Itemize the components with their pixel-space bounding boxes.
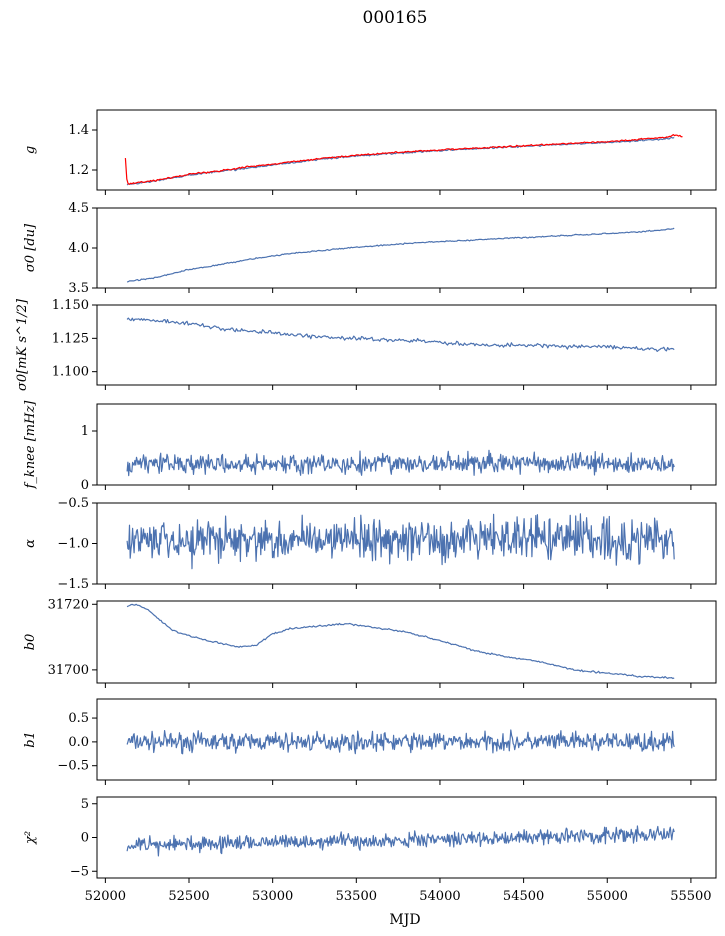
y-tick-label: 0: [81, 478, 89, 493]
y-tick-label: 5: [81, 797, 89, 812]
x-tick-label: 52500: [168, 889, 209, 904]
y-axis-label: b1: [23, 731, 38, 748]
panel-frame: [96, 207, 717, 289]
panel-1: 1.2 1.4 g: [23, 109, 717, 195]
x-tick-label: 53000: [252, 889, 293, 904]
x-tick-label: 52000: [85, 889, 126, 904]
y-tick-label: 4.0: [68, 241, 89, 256]
series-line-6-1: [126, 603, 675, 680]
x-tick-label: 54500: [503, 889, 544, 904]
y-tick-label: 4.5: [68, 201, 89, 216]
y-tick-label: 1.4: [68, 123, 89, 138]
panel-frame: [96, 698, 717, 781]
y-axis-label: χ²: [23, 831, 38, 845]
y-tick-label: −5: [70, 864, 89, 879]
series-line-3-1: [126, 317, 675, 352]
y-axis-label: f_knee [mHz]: [23, 400, 38, 490]
y-tick-label: −0.5: [57, 496, 89, 511]
series-line-4-1: [126, 449, 675, 477]
series-line-5-1: [126, 513, 675, 570]
panel-5: −1.5 −1.0 −0.5 α: [23, 496, 717, 592]
panel-frame: [96, 304, 717, 386]
x-axis-label: MJD: [389, 912, 420, 928]
panel-6: 31700 31720 b0: [23, 597, 717, 688]
y-tick-label: −0.5: [57, 759, 89, 774]
y-tick-label: 31700: [48, 663, 89, 678]
panel-7: −0.5 0.0 0.5 b1: [23, 698, 717, 785]
y-axis-label: σ0[mK s^1/2]: [15, 298, 30, 391]
y-tick-label: 1.2: [68, 163, 89, 178]
x-tick-label: 55500: [670, 889, 711, 904]
panel-3: 1.100 1.125 1.150 σ0[mK s^1/2]: [15, 298, 717, 391]
y-axis-label: b0: [23, 634, 38, 651]
y-tick-label: −1.0: [57, 537, 89, 552]
y-tick-label: −1.5: [57, 577, 89, 592]
panel-2: 3.5 4.0 4.5 σ0 [du]: [23, 201, 717, 296]
y-tick-label: 1.150: [52, 298, 89, 313]
panel-frame: [96, 109, 717, 191]
y-tick-label: 0.0: [68, 735, 89, 750]
figure-title: 000165: [363, 8, 428, 28]
series-line-7-1: [126, 729, 675, 755]
series-line-1-1: [126, 136, 675, 186]
y-tick-label: 3.5: [68, 281, 89, 296]
series-line-8-1: [126, 825, 675, 857]
x-tick-label: 54000: [419, 889, 460, 904]
x-tick-label: 55000: [587, 889, 628, 904]
y-axis-label: α: [23, 539, 38, 548]
panel-frame: [96, 600, 717, 684]
panel-4: 0 1 f_knee [mHz]: [23, 400, 717, 493]
y-tick-label: 1: [81, 424, 89, 439]
panel-frame: [96, 403, 717, 486]
y-tick-label: 31720: [48, 597, 89, 612]
y-axis-label: g: [23, 146, 38, 154]
series-line-1-2: [124, 134, 683, 185]
panel-8: −5 0 5 χ²: [23, 796, 717, 883]
y-tick-label: 1.100: [52, 365, 89, 380]
y-tick-label: 0.5: [68, 711, 89, 726]
x-tick-label: 53500: [336, 889, 377, 904]
series-line-2-1: [126, 227, 675, 283]
y-tick-label: 0: [81, 831, 89, 846]
y-tick-label: 1.125: [52, 331, 89, 346]
y-axis-label: σ0 [du]: [23, 223, 38, 272]
